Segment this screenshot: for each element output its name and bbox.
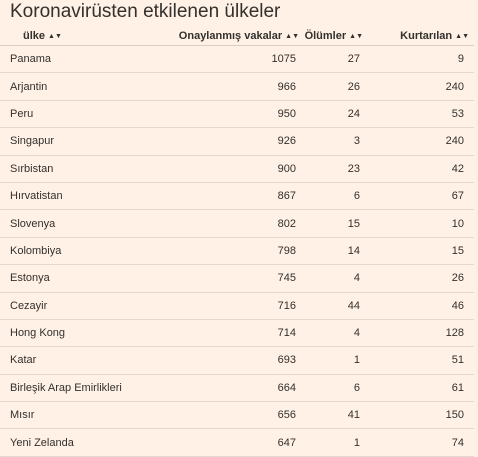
deaths-cell: 6 (304, 182, 368, 211)
cases-cell: 693 (170, 346, 304, 375)
recovered-cell: 51 (368, 346, 474, 375)
country-cell: Panama (0, 45, 170, 74)
table-row: Hırvatistan 867 6 67 (0, 182, 474, 211)
cases-cell: 647 (170, 428, 304, 457)
table-row: Arjantin 966 26 240 (0, 72, 474, 101)
deaths-cell: 41 (304, 401, 368, 430)
table-row: Cezayir 716 44 46 (0, 292, 474, 320)
country-cell: Yeni Zelanda (0, 428, 170, 457)
country-cell: Peru (0, 100, 170, 129)
recovered-cell: 42 (368, 155, 474, 183)
deaths-cell: 27 (304, 45, 368, 74)
deaths-cell: 15 (304, 209, 368, 238)
recovered-cell: 61 (368, 374, 474, 403)
recovered-cell: 240 (368, 72, 474, 101)
cases-cell: 950 (170, 100, 304, 129)
recovered-cell: 74 (368, 428, 474, 457)
table-row: Hong Kong 714 4 128 (0, 319, 474, 348)
deaths-cell: 1 (304, 428, 368, 457)
country-cell: Hırvatistan (0, 182, 170, 211)
deaths-cell: 4 (304, 319, 368, 348)
column-header-country-label: ülke (23, 30, 46, 42)
table-row: Katar 693 1 51 (0, 346, 474, 375)
sort-arrows-icon: ▲▼ (285, 33, 299, 40)
cases-cell: 798 (170, 237, 304, 266)
column-header-recovered-label: Kurtarılan (400, 30, 453, 42)
recovered-cell: 10 (368, 209, 474, 238)
table-row: Slovenya 802 15 10 (0, 209, 474, 238)
recovered-cell: 9 (368, 45, 474, 74)
table-row: Birleşik Arap Emirlikleri 664 6 61 (0, 374, 474, 403)
country-cell: Estonya (0, 264, 170, 293)
sort-arrows-icon: ▲▼ (455, 33, 469, 40)
deaths-cell: 3 (304, 127, 368, 156)
column-header-deaths-label: Ölümler (304, 30, 347, 42)
countries-table: ülke ▲▼ Onaylanmış vakalar ▲▼ Ölümler ▲▼ Ku… (0, 27, 474, 457)
country-cell: Cezayir (0, 292, 170, 320)
country-cell: Sırbistan (0, 155, 170, 183)
recovered-cell: 128 (368, 319, 474, 348)
page-title: Koronavirüsten etkilenen ülkeler (10, 1, 281, 22)
country-cell: Hong Kong (0, 319, 170, 348)
country-cell: Singapur (0, 127, 170, 156)
table-row: Singapur 926 3 240 (0, 127, 474, 156)
sort-arrows-icon: ▲▼ (48, 33, 62, 40)
column-header-deaths[interactable]: Ölümler ▲▼ (304, 27, 368, 46)
recovered-cell: 240 (368, 127, 474, 156)
deaths-cell: 1 (304, 346, 368, 375)
table-header-row: ülke ▲▼ Onaylanmış vakalar ▲▼ Ölümler ▲▼ Ku… (0, 27, 474, 46)
column-header-country[interactable]: ülke ▲▼ (0, 27, 170, 46)
table-row: Kolombiya 798 14 15 (0, 237, 474, 266)
column-header-recovered[interactable]: Kurtarılan ▲▼ (368, 27, 474, 46)
cases-cell: 1075 (170, 45, 304, 74)
cases-cell: 664 (170, 374, 304, 403)
cases-cell: 926 (170, 127, 304, 156)
recovered-cell: 67 (368, 182, 474, 211)
table-row: Mısır 656 41 150 (0, 401, 474, 430)
deaths-cell: 6 (304, 374, 368, 403)
country-cell: Birleşik Arap Emirlikleri (0, 374, 170, 403)
country-cell: Slovenya (0, 209, 170, 238)
column-header-cases[interactable]: Onaylanmış vakalar ▲▼ (170, 27, 304, 46)
recovered-cell: 150 (368, 401, 474, 430)
table-row: Estonya 745 4 26 (0, 264, 474, 293)
cases-cell: 656 (170, 401, 304, 430)
deaths-cell: 24 (304, 100, 368, 129)
deaths-cell: 26 (304, 72, 368, 101)
country-cell: Arjantin (0, 72, 170, 101)
table-row: Yeni Zelanda 647 1 74 (0, 428, 474, 457)
deaths-cell: 23 (304, 155, 368, 183)
deaths-cell: 44 (304, 292, 368, 320)
column-header-cases-label: Onaylanmış vakalar (178, 30, 283, 42)
sort-arrows-icon: ▲▼ (349, 33, 363, 40)
country-cell: Mısır (0, 401, 170, 430)
recovered-cell: 46 (368, 292, 474, 320)
deaths-cell: 14 (304, 237, 368, 266)
recovered-cell: 26 (368, 264, 474, 293)
deaths-cell: 4 (304, 264, 368, 293)
cases-cell: 745 (170, 264, 304, 293)
recovered-cell: 15 (368, 237, 474, 266)
cases-cell: 714 (170, 319, 304, 348)
table-row: Peru 950 24 53 (0, 100, 474, 129)
cases-cell: 900 (170, 155, 304, 183)
cases-cell: 867 (170, 182, 304, 211)
cases-cell: 966 (170, 72, 304, 101)
country-cell: Katar (0, 346, 170, 375)
country-cell: Kolombiya (0, 237, 170, 266)
cases-cell: 802 (170, 209, 304, 238)
cases-cell: 716 (170, 292, 304, 320)
recovered-cell: 53 (368, 100, 474, 129)
table-row: Panama 1075 27 9 (0, 45, 474, 74)
table-row: Sırbistan 900 23 42 (0, 155, 474, 183)
